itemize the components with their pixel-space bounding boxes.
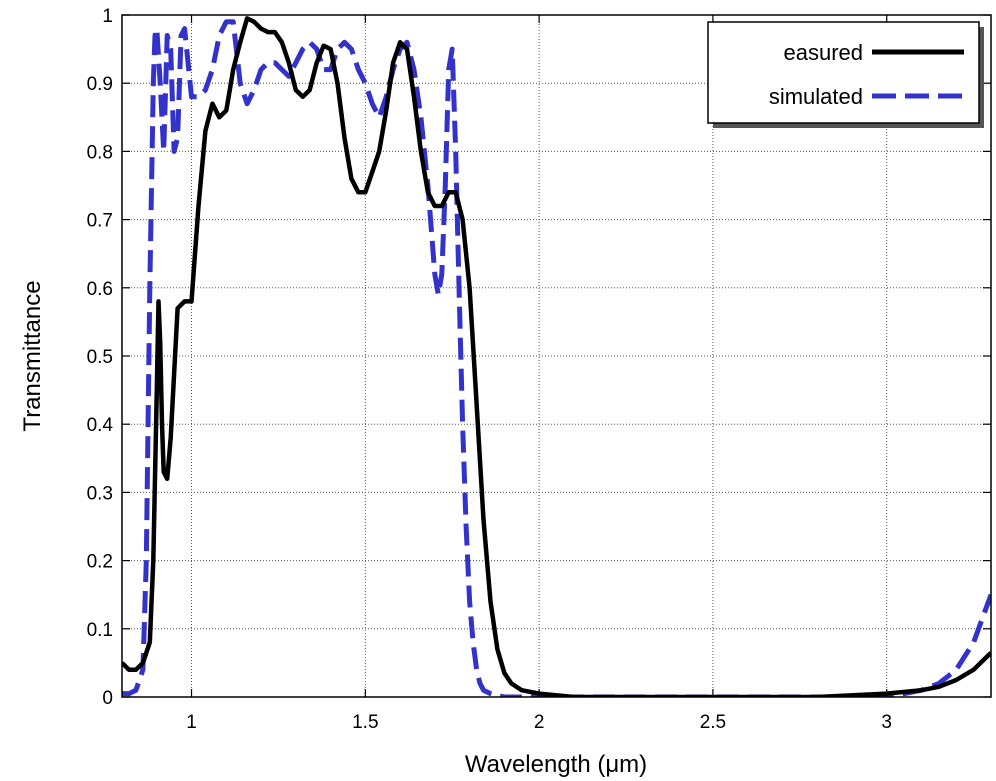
y-tick-label: 0.4 [87, 415, 114, 436]
y-tick-label: 0.8 [87, 142, 113, 163]
x-tick-label: 1 [186, 712, 197, 733]
y-tick-label: 0 [102, 688, 113, 709]
series-line-easured [122, 16, 991, 697]
y-tick-label: 1 [102, 6, 113, 27]
y-tick-label: 0.2 [87, 552, 113, 573]
legend-label-easured: easured [783, 40, 863, 65]
legend-box [707, 21, 980, 124]
x-tick-label: 2.5 [700, 712, 726, 733]
y-axis-label: Transmittance [19, 280, 46, 431]
axis-ticks [122, 14, 991, 698]
y-tick-labels: 0 0.1 0.2 0.3 0.4 0.5 0.6 0.7 0.8 0.9 1 [87, 6, 114, 709]
y-tick-label: 0.7 [87, 211, 113, 232]
grid-lines [122, 15, 991, 697]
y-tick-label: 0.6 [87, 279, 113, 300]
y-tick-label: 0.1 [87, 620, 113, 641]
legend: easured simulated [707, 21, 984, 128]
legend-label-simulated: simulated [769, 84, 863, 109]
x-axis-label: Wavelength (μm) [465, 751, 647, 778]
series-line-simulated [122, 19, 991, 697]
y-tick-label: 0.3 [87, 483, 113, 504]
x-tick-label: 2 [534, 712, 545, 733]
x-tick-label: 3 [881, 712, 892, 733]
y-tick-label: 0.5 [87, 347, 113, 368]
x-tick-label: 1.5 [352, 712, 378, 733]
y-tick-label: 0.9 [87, 74, 113, 95]
x-tick-labels: 1 1.5 2 2.5 3 [186, 712, 892, 733]
